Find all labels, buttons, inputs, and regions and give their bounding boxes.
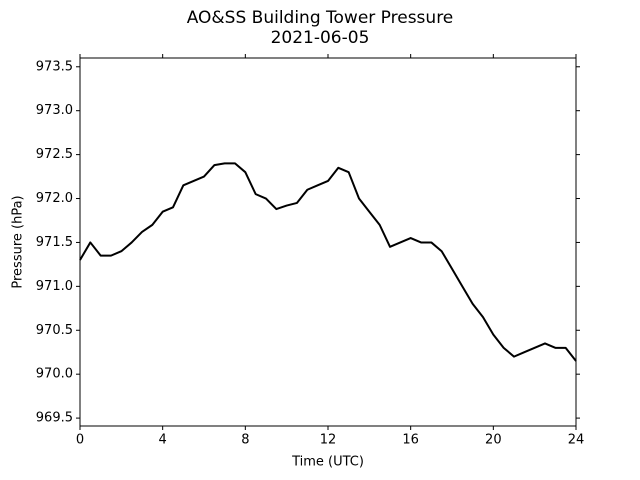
y-tick-label: 970.5 — [36, 323, 73, 338]
x-tick-label: 16 — [402, 433, 419, 448]
y-tick-label: 969.5 — [36, 411, 73, 426]
y-tick-label: 973.5 — [36, 59, 73, 74]
x-tick-label: 12 — [320, 433, 337, 448]
x-tick-label: 0 — [76, 433, 84, 448]
y-tick-label: 971.0 — [36, 279, 73, 294]
y-tick-label: 972.0 — [36, 191, 73, 206]
x-tick-label: 20 — [485, 433, 502, 448]
y-tick-label: 970.0 — [36, 367, 73, 382]
plot-frame — [79, 57, 577, 427]
y-tick-label: 973.0 — [36, 103, 73, 118]
y-tick-label: 971.5 — [36, 235, 73, 250]
chart-subtitle: 2021-06-05 — [271, 28, 370, 48]
x-tick-label: 4 — [159, 433, 167, 448]
x-axis-label: Time (UTC) — [291, 455, 364, 470]
x-tick-label: 8 — [241, 433, 249, 448]
x-tick-label: 24 — [568, 433, 585, 448]
chart-title: AO&SS Building Tower Pressure — [187, 8, 454, 28]
y-axis-label: Pressure (hPa) — [11, 195, 26, 288]
y-tick-label: 972.5 — [36, 147, 73, 162]
data-line — [79, 162, 577, 362]
